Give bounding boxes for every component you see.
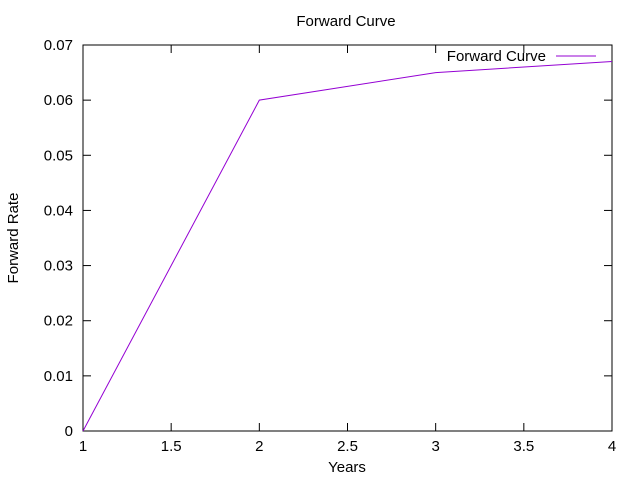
x-tick-label: 1.5 — [161, 438, 182, 455]
y-tick-label: 0 — [65, 423, 73, 440]
y-axis-label: Forward Rate — [5, 193, 22, 284]
x-tick-label: 4 — [608, 438, 616, 455]
legend: Forward Curve — [447, 48, 596, 65]
y-tick-label: 0.03 — [44, 258, 73, 275]
chart-title: Forward Curve — [296, 13, 395, 30]
x-tick-label: 2.5 — [337, 438, 358, 455]
x-tick-label: 1 — [79, 438, 87, 455]
x-tick-label: 3 — [431, 438, 439, 455]
series-group — [82, 61, 613, 432]
x-tick-label: 3.5 — [513, 438, 534, 455]
y-tick-label: 0.06 — [44, 92, 73, 109]
y-tick-label: 0.01 — [44, 368, 73, 385]
legend-label: Forward Curve — [447, 48, 546, 65]
plot-frame — [82, 44, 613, 432]
y-tick-label: 0.05 — [44, 147, 73, 164]
y-tick-label: 0.04 — [44, 202, 73, 219]
y-tick-label: 0.02 — [44, 313, 73, 330]
y-axis-ticks: 0 0.01 0.02 0.03 0.04 0.05 0.06 0.07 — [44, 37, 612, 440]
x-tick-label: 2 — [255, 438, 263, 455]
x-axis-ticks: 1 1.5 2 2.5 3 3.5 4 — [79, 45, 616, 455]
x-axis-label: Years — [328, 459, 366, 476]
series-line — [82, 61, 613, 432]
y-tick-label: 0.07 — [44, 37, 73, 54]
